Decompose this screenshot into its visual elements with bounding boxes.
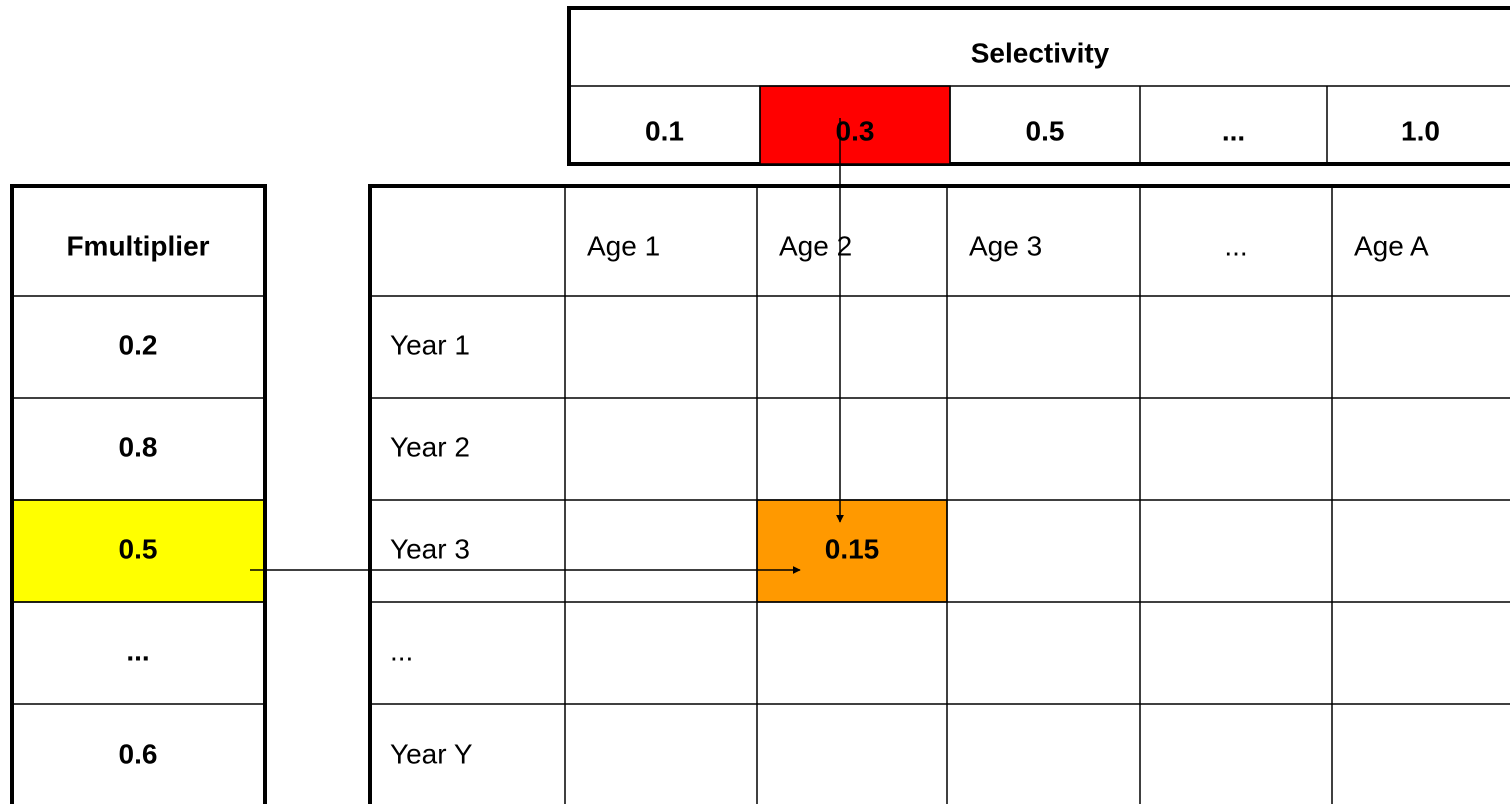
selectivity-value: 1.0 (1401, 115, 1440, 146)
result-value: 0.15 (825, 533, 880, 564)
texts: Selectivity 0.1 0.3 0.5... 1.0 Fmultiplier 0.2… (66, 37, 1440, 769)
fmultiplier-value: 0.2 (119, 329, 158, 360)
selectivity-value: 0.3 (836, 115, 875, 146)
selectivity-title: Selectivity (971, 37, 1110, 68)
column-header: ... (1224, 230, 1247, 261)
row-header: ... (390, 635, 413, 666)
cells (10, 6, 1510, 804)
row-header: Year 1 (390, 329, 470, 360)
selectivity-value: 0.5 (1026, 115, 1065, 146)
column-header: Age 2 (779, 230, 852, 261)
row-header: Year 2 (390, 431, 470, 462)
grid-table (368, 184, 1510, 804)
fmultiplier-border (10, 184, 267, 804)
fmultiplier-value: 0.8 (119, 431, 158, 462)
result-cell (756, 499, 948, 603)
selectivity-value: 0.1 (645, 115, 684, 146)
fmultiplier-table (10, 184, 267, 804)
fmultiplier-value: 0.6 (119, 738, 158, 769)
fmultiplier-value: ... (126, 635, 149, 666)
selected-cell (759, 85, 951, 165)
column-header: Age 1 (587, 230, 660, 261)
fmultiplier-title: Fmultiplier (66, 230, 209, 261)
grid-border (368, 184, 1510, 804)
column-header: Age 3 (969, 230, 1042, 261)
selectivity-value: ... (1222, 115, 1245, 146)
column-header: Age A (1354, 230, 1429, 261)
row-header: Year Y (390, 738, 473, 769)
fmultiplier-value: 0.5 (119, 533, 158, 564)
row-header: Year 3 (390, 533, 470, 564)
lines (10, 85, 1510, 804)
